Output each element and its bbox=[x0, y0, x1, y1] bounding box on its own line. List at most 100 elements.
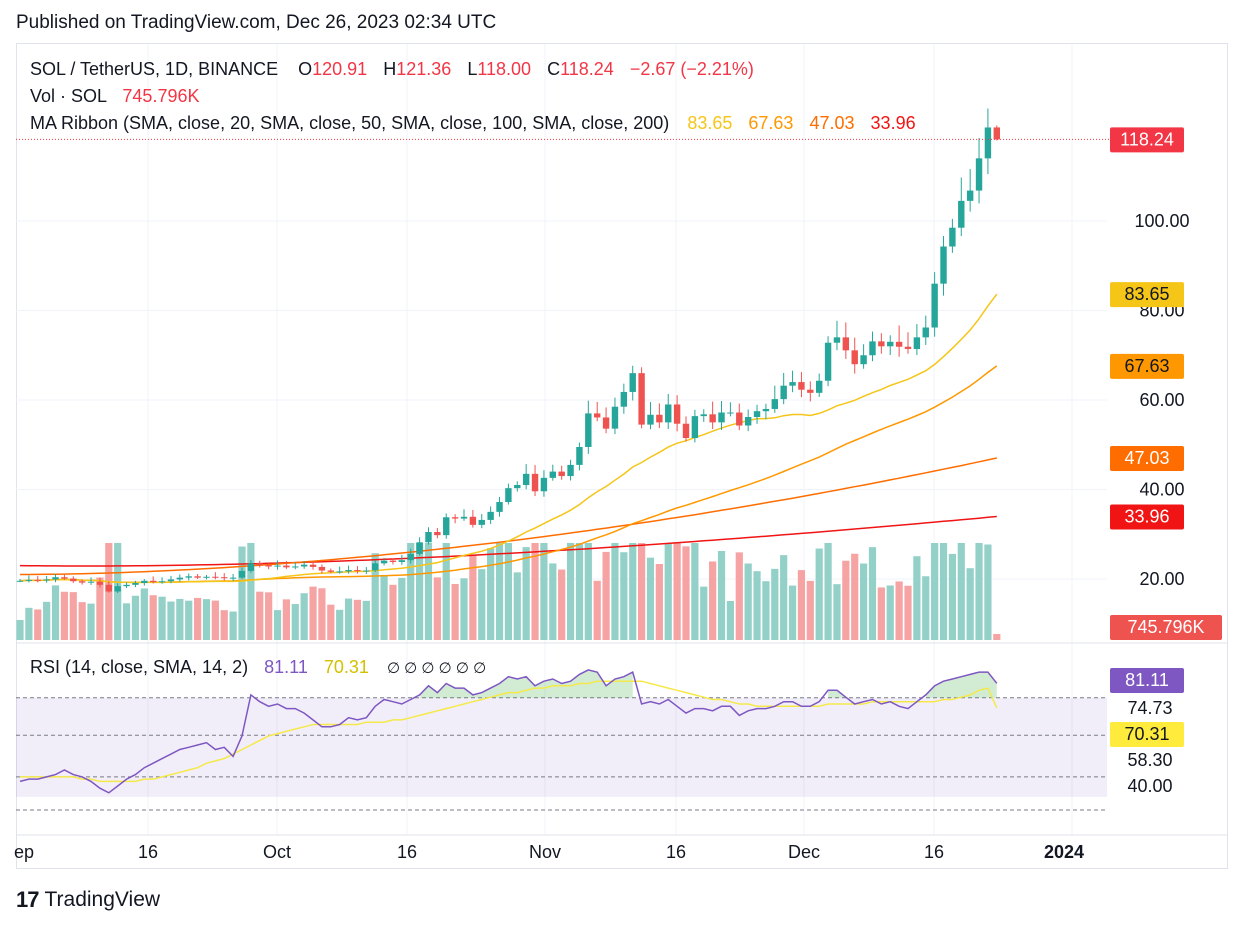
candle-body bbox=[407, 553, 414, 561]
volume-bar bbox=[895, 581, 903, 640]
candle-body bbox=[372, 563, 379, 571]
candle-body bbox=[52, 577, 59, 580]
volume-bar bbox=[717, 551, 726, 640]
volume-bar bbox=[389, 584, 397, 640]
volume-bar bbox=[16, 620, 24, 640]
rsi-tick-label: 40.00 bbox=[1127, 776, 1172, 796]
candle-body bbox=[984, 127, 992, 159]
volume-bar bbox=[788, 585, 797, 640]
candle-body bbox=[895, 341, 903, 347]
volume-bar bbox=[265, 592, 273, 640]
candle-body bbox=[940, 246, 947, 284]
price-badge-label: 118.24 bbox=[1120, 129, 1174, 149]
candle-body bbox=[531, 473, 539, 492]
price-badge-label: 47.03 bbox=[1124, 448, 1169, 468]
time-axis-label: Dec bbox=[788, 842, 820, 862]
candle-body bbox=[96, 581, 104, 585]
candle-body bbox=[727, 412, 734, 414]
volume-bar bbox=[380, 576, 388, 640]
change-value: −2.67 (−2.21%) bbox=[629, 59, 754, 79]
volume-bar bbox=[513, 572, 521, 640]
price-tick-label: 60.00 bbox=[1139, 390, 1184, 410]
ma-ribbon-label: MA Ribbon (SMA, close, 20, SMA, close, 5… bbox=[30, 113, 670, 133]
rsi-overbought-fill bbox=[828, 690, 846, 698]
volume-bar bbox=[122, 603, 131, 640]
candle-body bbox=[61, 577, 68, 579]
candle-body bbox=[141, 580, 148, 584]
volume-bar bbox=[762, 581, 770, 640]
open-label: O bbox=[298, 59, 313, 79]
candle-body bbox=[150, 580, 157, 583]
volume-value: 745.796K bbox=[122, 86, 200, 106]
candle-body bbox=[167, 579, 175, 582]
volume-bar bbox=[646, 557, 655, 640]
volume-bar bbox=[220, 610, 228, 640]
volume-bar bbox=[620, 552, 628, 640]
volume-bar bbox=[247, 543, 255, 640]
candle-body bbox=[585, 413, 592, 447]
volume-bar bbox=[860, 563, 868, 640]
volume-bar bbox=[51, 585, 60, 640]
volume-bar bbox=[664, 543, 672, 640]
candle-body bbox=[443, 517, 450, 536]
time-axis-label: Nov bbox=[529, 842, 561, 862]
footer-brand[interactable]: 17 TradingView bbox=[16, 887, 160, 913]
price-tick-label: 100.00 bbox=[1134, 211, 1189, 231]
volume-bar bbox=[682, 546, 690, 640]
volume-bar bbox=[43, 601, 51, 640]
candle-body bbox=[931, 283, 938, 328]
volume-bar bbox=[824, 543, 832, 640]
volume-bar bbox=[833, 584, 841, 640]
candle-body bbox=[229, 577, 237, 579]
volume-bar bbox=[842, 560, 850, 640]
candle-body bbox=[221, 577, 228, 579]
volume-bar bbox=[336, 609, 344, 640]
candle-body bbox=[87, 581, 95, 583]
candle-body bbox=[389, 560, 397, 562]
candle-body bbox=[505, 488, 512, 503]
candle-body bbox=[469, 516, 477, 525]
candle-body bbox=[514, 485, 521, 489]
volume-bar bbox=[593, 580, 601, 640]
volume-bar bbox=[531, 543, 539, 640]
volume-bar bbox=[451, 584, 459, 640]
rsi-badge-label: 70.31 bbox=[1124, 724, 1169, 744]
price-badge-label: 83.65 bbox=[1124, 284, 1169, 304]
candle-body bbox=[629, 373, 636, 392]
volume-bar bbox=[371, 553, 379, 640]
candle-body bbox=[318, 566, 326, 571]
candle-body bbox=[114, 586, 121, 592]
candle-body bbox=[878, 341, 885, 347]
candle-body bbox=[798, 382, 805, 390]
rsi-extra-values: ∅ ∅ ∅ ∅ ∅ ∅ bbox=[386, 660, 487, 677]
volume-bar bbox=[202, 599, 211, 640]
volume-bar bbox=[975, 543, 983, 640]
rsi-band bbox=[16, 697, 1107, 797]
candle-body bbox=[300, 564, 308, 567]
volume-bar bbox=[709, 561, 717, 640]
time-axis-label: 16 bbox=[666, 842, 686, 862]
volume-bar bbox=[194, 597, 202, 640]
volume-bar bbox=[78, 602, 86, 640]
candle-body bbox=[887, 341, 894, 347]
candle-body bbox=[602, 417, 610, 429]
candle-body bbox=[771, 399, 778, 409]
volume-bar bbox=[469, 555, 477, 640]
volume-bar bbox=[602, 551, 610, 640]
candle-body bbox=[638, 373, 645, 425]
price-badge bbox=[1110, 615, 1222, 640]
volume-bar bbox=[140, 588, 148, 640]
published-header: Published on TradingView.com, Dec 26, 20… bbox=[16, 12, 497, 33]
time-axis-label: ep bbox=[14, 842, 34, 862]
candle-body bbox=[265, 565, 272, 567]
volume-bar bbox=[771, 568, 779, 640]
candle-body bbox=[647, 414, 654, 425]
candle-body bbox=[744, 417, 752, 426]
volume-bar bbox=[815, 548, 823, 640]
candle-body bbox=[576, 446, 583, 465]
candle-body bbox=[336, 571, 343, 573]
time-axis-label: 2024 bbox=[1044, 842, 1084, 862]
candle-body bbox=[25, 579, 33, 581]
volume-bar bbox=[460, 578, 468, 640]
